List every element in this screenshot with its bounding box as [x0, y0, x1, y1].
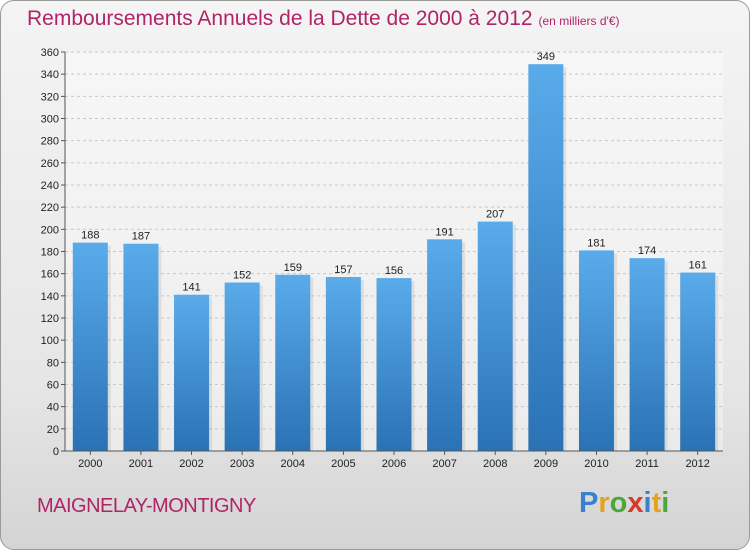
- x-tick-label: 2002: [179, 458, 203, 470]
- y-tick-label: 160: [41, 269, 59, 281]
- y-tick-label: 80: [47, 357, 59, 369]
- logo-letter: P: [579, 487, 599, 519]
- bar-value-label: 159: [284, 262, 302, 274]
- bar-value-label: 188: [81, 230, 99, 242]
- bar-shadow: [664, 261, 668, 451]
- x-tick-label: 2004: [281, 458, 305, 470]
- axes: 0 20 40 60 80 100 120 140 160 180 200 220 240 260 280 3…: [41, 47, 723, 470]
- x-tick-label: 2011: [635, 458, 659, 470]
- y-tick-label: 200: [41, 224, 59, 236]
- bar-shadow: [310, 277, 314, 451]
- bar-value-label: 157: [334, 264, 352, 276]
- y-tick-label: 300: [41, 114, 59, 126]
- x-tick-label: 2008: [483, 458, 507, 470]
- bar-shadow: [411, 281, 415, 451]
- bar-shadow: [512, 224, 516, 451]
- bar: [72, 242, 108, 451]
- bar-value-label: 181: [587, 237, 605, 249]
- logo-letter: i: [643, 487, 652, 519]
- chart-title: Remboursements Annuels de la Dette de 20…: [27, 7, 620, 31]
- bar: [629, 258, 665, 451]
- bar-value-label: 141: [182, 282, 200, 294]
- y-tick-label: 40: [47, 402, 59, 414]
- chart-title-text: Remboursements Annuels de la Dette de 20…: [27, 7, 533, 30]
- bar: [477, 221, 513, 451]
- bar-value-label: 174: [638, 245, 656, 257]
- y-tick-label: 180: [41, 247, 59, 259]
- bar-value-label: 207: [486, 209, 504, 221]
- bar-value-label: 191: [435, 226, 453, 238]
- logo-letter: t: [651, 487, 662, 519]
- bar: [528, 64, 564, 452]
- bar-value-label: 161: [689, 260, 707, 272]
- x-tick-label: 2012: [685, 458, 709, 470]
- y-tick-label: 320: [41, 91, 59, 103]
- y-tick-label: 260: [41, 158, 59, 170]
- y-tick-label: 340: [41, 69, 59, 81]
- bar-shadow: [563, 67, 567, 452]
- bar-shadow: [462, 242, 466, 451]
- y-tick-label: 220: [41, 202, 59, 214]
- proxiti-logo[interactable]: Proxiti: [579, 487, 669, 520]
- bar-shadow: [613, 253, 617, 451]
- x-tick-label: 2010: [584, 458, 608, 470]
- bar: [578, 250, 614, 451]
- bar-shadow: [209, 297, 213, 451]
- y-tick-label: 240: [41, 180, 59, 192]
- y-tick-label: 120: [41, 313, 59, 325]
- logo-letter: x: [627, 487, 644, 519]
- x-tick-label: 2007: [432, 458, 456, 470]
- bar-value-label: 156: [385, 265, 403, 277]
- bar: [224, 282, 260, 451]
- bar: [123, 243, 159, 451]
- bar-value-label: 187: [132, 231, 150, 243]
- chart-unit: (en milliers d'€): [538, 14, 620, 28]
- bar-value-label: 152: [233, 270, 251, 282]
- bar: [174, 294, 210, 451]
- bar: [376, 278, 412, 451]
- x-tick-label: 2006: [382, 458, 406, 470]
- bar-shadow: [107, 245, 111, 451]
- y-tick-label: 60: [47, 380, 59, 392]
- bars: 188 187 141 152 159 157 156 191 207 349 181 174 161: [72, 51, 719, 452]
- x-tick-label: 2000: [78, 458, 102, 470]
- y-tick-label: 100: [41, 335, 59, 347]
- logo-letter: i: [661, 487, 670, 519]
- bar-value-label: 349: [537, 51, 555, 63]
- logo-letter: r: [598, 487, 610, 519]
- x-tick-label: 2005: [331, 458, 355, 470]
- bar-shadow: [360, 279, 364, 451]
- bar: [427, 239, 463, 451]
- city-name: MAIGNELAY-MONTIGNY: [37, 495, 256, 517]
- bar-shadow: [715, 275, 719, 451]
- y-tick-label: 0: [53, 446, 59, 458]
- bar: [275, 274, 311, 451]
- y-tick-label: 20: [47, 424, 59, 436]
- bar-shadow: [158, 246, 162, 451]
- x-tick-label: 2009: [534, 458, 558, 470]
- x-tick-label: 2001: [129, 458, 153, 470]
- y-tick-label: 140: [41, 291, 59, 303]
- x-tick-label: 2003: [230, 458, 254, 470]
- logo-letter: o: [609, 487, 628, 519]
- bar: [680, 272, 716, 451]
- bar-shadow: [259, 285, 263, 451]
- bar: [325, 276, 361, 451]
- y-tick-label: 360: [41, 47, 59, 59]
- y-tick-label: 280: [41, 136, 59, 148]
